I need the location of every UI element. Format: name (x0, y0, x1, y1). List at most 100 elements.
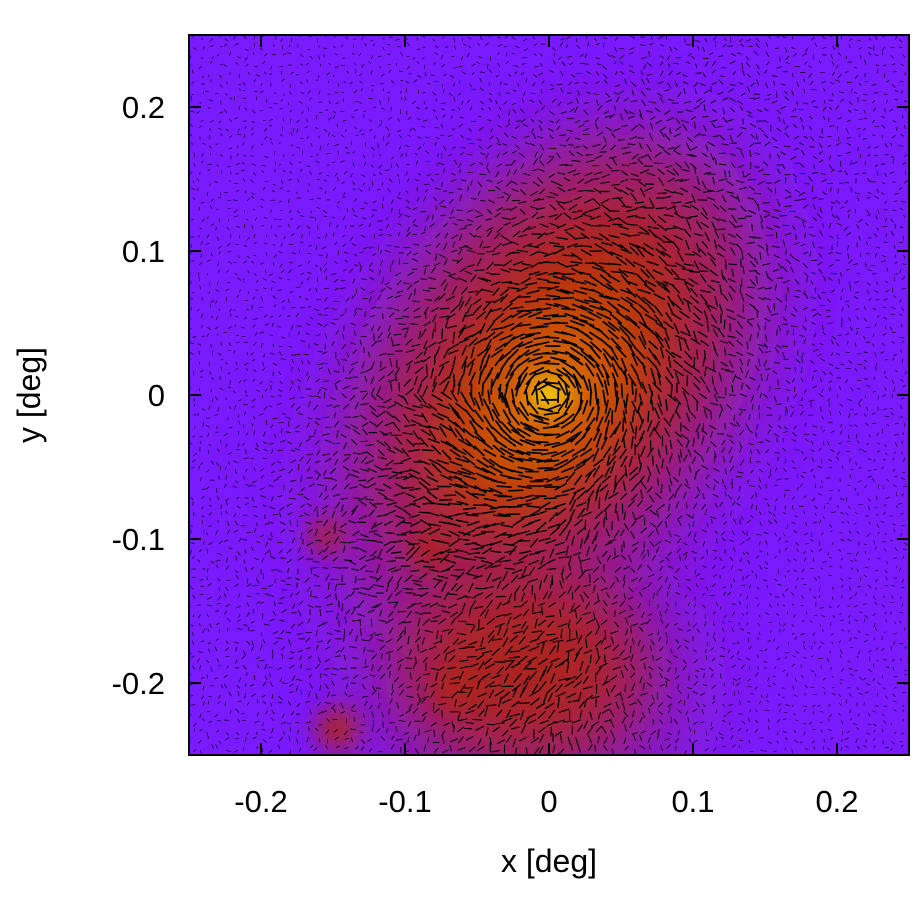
polarization-vector (800, 117, 803, 123)
polarization-vector (374, 340, 382, 343)
polarization-vector (588, 378, 593, 394)
polarization-vector (423, 306, 429, 315)
polarization-vector (407, 284, 413, 290)
polarization-vector (777, 583, 782, 586)
polarization-vector (340, 497, 348, 500)
polarization-vector (831, 71, 835, 76)
polarization-vector (765, 51, 770, 58)
polarization-vector (519, 108, 525, 113)
polarization-vector (679, 310, 690, 319)
polarization-vector (256, 578, 260, 584)
polarization-vector (683, 368, 693, 376)
polarization-vector (537, 466, 554, 470)
polarization-vector (528, 566, 536, 577)
polarization-vector (625, 314, 638, 325)
polarization-vector (455, 519, 469, 524)
polarization-vector (361, 361, 365, 369)
polarization-vector (392, 422, 401, 432)
polarization-vector (363, 201, 369, 205)
polarization-vector (398, 145, 402, 150)
polarization-vector (196, 111, 201, 114)
polarization-vector (503, 83, 508, 85)
polarization-vector (361, 422, 369, 428)
polarization-vector (323, 128, 328, 132)
polarization-vector (625, 187, 635, 192)
polarization-vector (822, 47, 827, 49)
polarization-vector (375, 394, 384, 400)
polarization-vector (280, 242, 283, 247)
polarization-vector (565, 350, 580, 361)
polarization-vector (340, 541, 348, 544)
polarization-vector (322, 246, 327, 249)
polarization-vector (733, 518, 737, 524)
polarization-vector (663, 320, 674, 330)
polarization-vector (507, 532, 520, 539)
polarization-vector (197, 178, 200, 181)
polarization-vector (840, 578, 844, 581)
polarization-vector (673, 133, 681, 137)
polarization-vector (451, 172, 456, 176)
polarization-vector (899, 313, 903, 316)
polarization-vector (467, 153, 473, 156)
polarization-vector (279, 380, 283, 385)
polarization-vector (718, 372, 723, 382)
polarization-vector (515, 45, 520, 49)
polarization-vector (782, 438, 785, 443)
polarization-vector (315, 418, 321, 420)
polarization-vector (609, 251, 623, 258)
polarization-vector (784, 96, 790, 101)
polarization-vector (360, 403, 369, 406)
polarization-vector (854, 342, 857, 347)
polarization-vector (775, 297, 783, 303)
polarization-vector (694, 569, 697, 575)
polarization-vector (457, 382, 461, 395)
polarization-vector (686, 142, 691, 150)
polarization-vector (620, 146, 630, 150)
polarization-vector (377, 410, 386, 417)
polarization-vector (190, 280, 192, 284)
polarization-vector (250, 155, 254, 157)
polarization-vector (352, 278, 355, 284)
polarization-vector (773, 396, 777, 403)
polarization-vector (384, 421, 394, 427)
polarization-vector (435, 345, 441, 356)
polarization-vector (758, 127, 764, 133)
polarization-vector (852, 263, 859, 266)
polarization-vector (270, 141, 273, 145)
polarization-vector (393, 415, 401, 423)
polarization-vector (611, 410, 614, 425)
polarization-vector (566, 432, 580, 442)
polarization-vector (477, 277, 488, 282)
polarization-vector (823, 275, 826, 282)
polarization-vector (215, 530, 218, 536)
polarization-vector (398, 70, 403, 73)
polarization-vector (193, 403, 196, 407)
polarization-vector (564, 312, 579, 319)
polarization-vector (362, 182, 365, 187)
polarization-vector (364, 311, 367, 317)
polarization-vector (776, 109, 781, 114)
polarization-vector (434, 262, 441, 266)
polarization-vector (609, 345, 619, 361)
polarization-vector (593, 93, 599, 95)
polarization-vector (700, 339, 709, 347)
polarization-vector (733, 414, 736, 421)
polarization-vector (792, 72, 794, 78)
polarization-vector (290, 144, 294, 147)
polarization-vector (628, 587, 634, 593)
polarization-vector (297, 547, 301, 553)
polarization-vector (660, 55, 665, 59)
polarization-vector (766, 406, 772, 409)
polarization-vector (700, 294, 708, 304)
polarization-vector (584, 198, 594, 204)
polarization-vector (802, 551, 806, 555)
polarization-vector (274, 169, 276, 173)
polarization-vector (535, 317, 552, 320)
polarization-vector (874, 155, 878, 157)
polarization-vector (607, 455, 617, 466)
polarization-vector (819, 548, 822, 551)
polarization-vector (809, 125, 812, 131)
polarization-vector (770, 312, 779, 316)
polarization-vector (575, 38, 578, 43)
polarization-vector (228, 426, 233, 429)
